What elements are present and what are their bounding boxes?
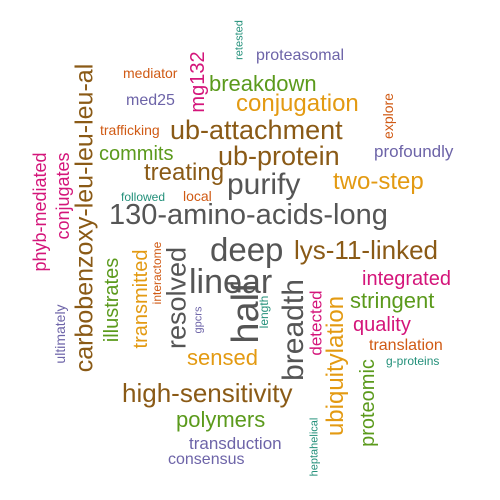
word-breakdown: breakdown (209, 71, 317, 96)
word-quality: quality (353, 314, 411, 336)
word-local: local (183, 188, 212, 204)
word-transmitted: transmitted (130, 249, 152, 349)
word-commits: commits (99, 143, 174, 165)
word-detected: detected (306, 290, 326, 356)
word-proteasomal: proteasomal (256, 47, 345, 64)
word-translation: translation (369, 337, 443, 354)
word-interactome: interactome (150, 241, 164, 305)
word-followed: followed (121, 190, 166, 204)
word-g-proteins: g-proteins (386, 354, 440, 368)
word-high-sensitivity: high-sensitivity (122, 378, 293, 408)
word-two-step: two-step (333, 168, 424, 195)
word-length: length (257, 295, 271, 329)
word-profoundly: profoundly (374, 142, 454, 161)
word-breadth: breadth (277, 279, 310, 381)
word-conjugates: conjugates (53, 152, 73, 240)
word-sensed: sensed (187, 345, 258, 370)
word-mediator: mediator (123, 65, 178, 81)
word-integrated: integrated (362, 268, 451, 290)
word-purify: purify (227, 168, 301, 201)
word-ubiquitylation: ubiquitylation (322, 295, 349, 437)
word-polymers: polymers (176, 407, 266, 432)
word-carbobenzoxy-leu-leu-leu-al: carbobenzoxy-leu-leu-leu-al (70, 63, 99, 373)
word-heptahelical: heptahelical (308, 417, 321, 477)
word-conjugation: conjugation (236, 90, 359, 117)
word-ub-protein: ub-protein (218, 141, 340, 171)
word-130-amino-acids-long: 130-amino-acids-long (109, 199, 388, 231)
word-ub-attachment: ub-attachment (170, 115, 343, 145)
word-explore: explore (380, 93, 396, 139)
word-lys-11-linked: lys-11-linked (294, 235, 439, 265)
word-med25: med25 (126, 92, 175, 109)
word-phyb-mediated: phyb-mediated (30, 152, 50, 272)
word-trafficking: trafficking (100, 122, 160, 138)
word-retested: retested (233, 20, 246, 60)
word-stringent: stringent (350, 288, 435, 313)
word-resolved: resolved (161, 246, 192, 350)
word-proteomic: proteomic (357, 359, 379, 447)
word-transduction: transduction (189, 434, 282, 453)
word-mg132: mg132 (187, 51, 209, 113)
word-illustrates: illustrates (101, 257, 123, 343)
word-treating: treating (144, 159, 225, 186)
word-ultimately: ultimately (52, 304, 68, 364)
word-linear: linear (189, 263, 273, 301)
word-gpcrs: gpcrs (192, 306, 205, 334)
word-consensus: consensus (168, 451, 245, 468)
word-deep: deep (210, 231, 284, 268)
